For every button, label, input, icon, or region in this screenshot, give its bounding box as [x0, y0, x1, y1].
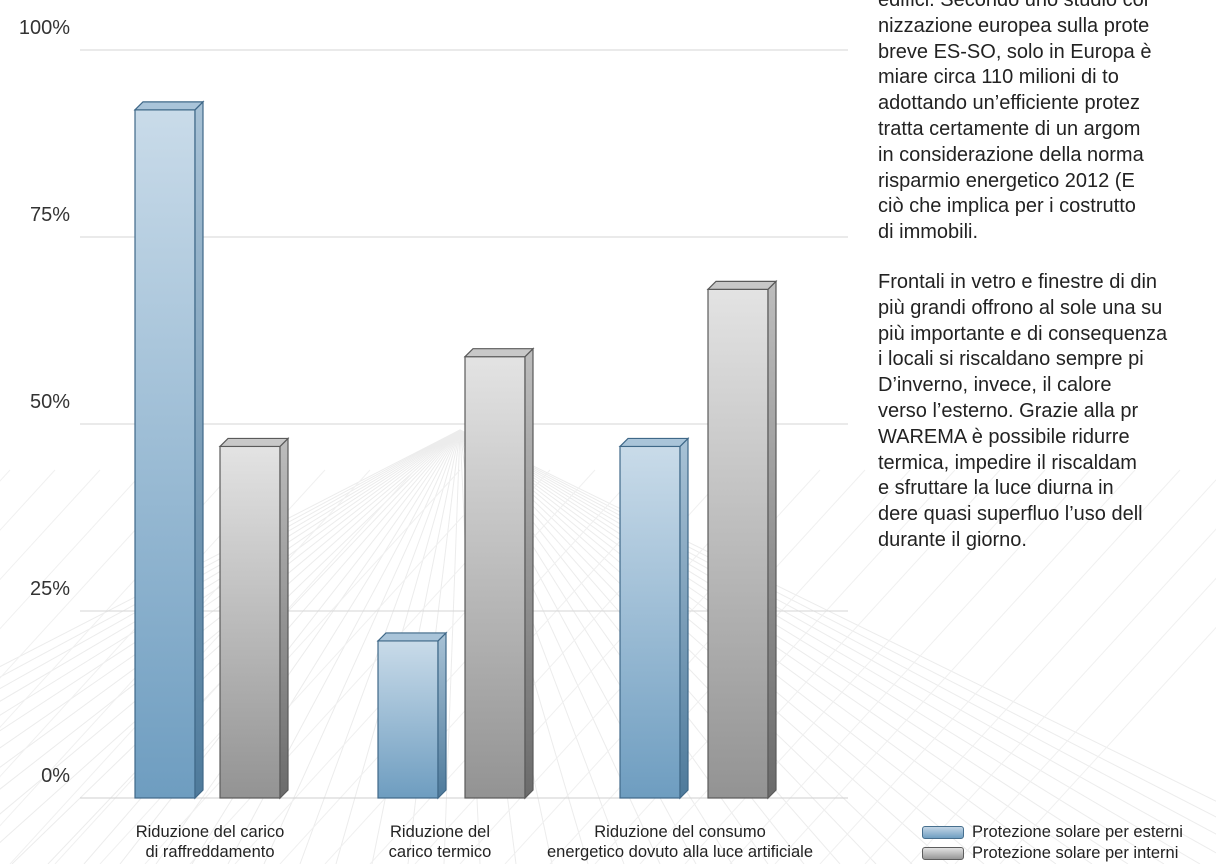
- bar: [218, 436, 290, 800]
- article-line: dere quasi superfluo l’uso dell: [878, 503, 1143, 526]
- bar: [706, 279, 778, 800]
- floor-line: [909, 528, 1216, 864]
- legend-label: Protezione solare per esterni: [972, 823, 1183, 841]
- bar-front: [707, 288, 769, 799]
- floor-line: [864, 479, 1216, 864]
- bar: [133, 100, 205, 800]
- floor-line: [459, 429, 949, 864]
- y-axis: 0% 25% 50% 75% 100%: [19, 17, 70, 787]
- bar-side: [437, 631, 447, 800]
- floor-line: [459, 429, 1165, 864]
- legend-swatch-interior: [922, 847, 964, 860]
- bar-top: [218, 437, 290, 448]
- article-paragraph: Frontali in vetro e finestre di din più g…: [878, 270, 1216, 554]
- article-line: nizzazione europea sulla prote: [878, 14, 1150, 37]
- article-line: e sfruttare la luce diurna in: [878, 477, 1114, 500]
- article-line: tratta certamente di un argom: [878, 117, 1141, 140]
- bar-front: [134, 109, 196, 799]
- floor-line: [459, 429, 1216, 818]
- article-line: di immobili.: [878, 221, 979, 244]
- floor-line: [459, 429, 1216, 835]
- x-tick-label: Riduzione del carico termico: [388, 823, 492, 861]
- y-tick-label: 100%: [19, 17, 70, 39]
- floor-line: [0, 429, 461, 844]
- bar-top: [133, 101, 205, 111]
- floor-line: [954, 577, 1216, 864]
- bar: [618, 436, 690, 800]
- floor-line: [459, 429, 1216, 802]
- bar-side: [524, 347, 534, 800]
- article-line: termica, impedire il riscaldam: [878, 451, 1137, 474]
- bar-top: [618, 437, 690, 448]
- bar-front: [619, 445, 681, 799]
- bars: [133, 100, 778, 800]
- bar-side: [194, 100, 204, 800]
- x-tick-label: Riduzione del consumo energetico dovuto …: [547, 823, 813, 861]
- article-line: miare circa 110 milioni di to: [878, 66, 1119, 89]
- y-tick-label: 75%: [30, 204, 70, 226]
- bar-front: [464, 356, 526, 799]
- article-line: più grandi offrono al sole una su: [878, 296, 1163, 319]
- y-tick-label: 50%: [30, 391, 70, 413]
- y-tick-label: 25%: [30, 578, 70, 600]
- floor-line: [459, 429, 1129, 864]
- floor-line: [155, 429, 461, 864]
- article-line: verso l’esterno. Grazie alla pr: [878, 399, 1139, 422]
- floor-line: [0, 429, 461, 668]
- bar-side: [679, 436, 689, 800]
- article-line: in considerazione della norma: [878, 143, 1144, 166]
- article-line: durante il giorno.: [878, 528, 1027, 551]
- bar-side: [767, 279, 777, 800]
- floor-line: [0, 429, 461, 702]
- floor-line: [459, 429, 1216, 854]
- bar-top: [463, 348, 535, 358]
- floor-line: [0, 469, 146, 630]
- legend: Protezione solare per esterni Protezione…: [922, 822, 1183, 864]
- floor-line: [999, 626, 1216, 864]
- article-line: D’inverno, invece, il calore: [878, 374, 1112, 397]
- article-line: ciò che implica per i costrutto: [878, 195, 1136, 218]
- bar-top: [706, 280, 778, 290]
- legend-item-exterior: Protezione solare per esterni: [922, 822, 1183, 843]
- floor-line: [0, 429, 461, 690]
- article-line: i locali si riscaldano sempre pi: [878, 348, 1144, 371]
- floor-line: [0, 429, 461, 716]
- floor-line: [443, 429, 461, 864]
- y-tick-label: 0%: [41, 765, 70, 787]
- article-line: Frontali in vetro e finestre di din: [878, 270, 1158, 293]
- legend-swatch-exterior: [922, 826, 964, 839]
- floor-line: [0, 469, 191, 679]
- floor-line: [0, 429, 461, 678]
- bar-front: [219, 445, 281, 799]
- bar-front: [377, 640, 439, 799]
- article-paragraph: edifici. Secondo uno studio cor nizzazion…: [878, 0, 1216, 246]
- legend-label: Protezione solare per interni: [972, 844, 1179, 862]
- article-line: adottando un’efficiente protez: [878, 92, 1141, 115]
- floor-line: [263, 429, 461, 864]
- floor-line: [0, 429, 461, 732]
- article-line: più importante e di consequenza: [878, 322, 1168, 345]
- article-line: WAREMA è possibile ridurre: [878, 425, 1130, 448]
- article-text: edifici. Secondo uno studio cor nizzazion…: [878, 0, 1216, 578]
- floor-line: [0, 469, 101, 581]
- bar: [376, 631, 448, 800]
- bar-side: [279, 436, 289, 800]
- floor-line: [819, 469, 1181, 864]
- article-line: risparmio energetico 2012 (E: [878, 169, 1135, 192]
- floor-line: [0, 469, 56, 531]
- article-line: edifici. Secondo uno studio cor: [878, 0, 1151, 11]
- bar-top: [376, 632, 448, 642]
- article-line: breve ES-SO, solo in Europa è: [878, 40, 1152, 63]
- legend-item-interior: Protezione solare per interni: [922, 843, 1183, 864]
- bar: [463, 347, 535, 800]
- floor-line: [459, 429, 1201, 864]
- floor-line: [279, 469, 641, 864]
- x-tick-label: Riduzione del carico di raffreddamento: [135, 823, 285, 861]
